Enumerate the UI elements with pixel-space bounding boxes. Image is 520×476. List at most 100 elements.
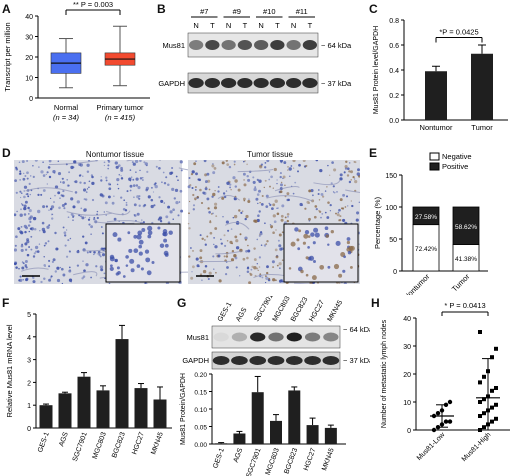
nontumor-tissue-nucleus [57, 172, 62, 176]
panel-f-category: AGS [58, 431, 70, 448]
tumor-tissue-nucleus [247, 266, 250, 269]
nontumor-tissue-nucleus [46, 225, 50, 229]
tumor-tissue-nucleus [269, 203, 272, 207]
nontumor-tissue-nucleus [23, 206, 27, 211]
nontumor-tissue-nucleus [27, 224, 31, 227]
nontumor-tissue-nucleus [111, 201, 115, 205]
tumor-tissue-nucleus [214, 190, 216, 192]
tumor-tissue-nucleus [220, 238, 222, 241]
nontumor-tissue-nucleus [100, 176, 102, 178]
nontumor-tissue-nucleus [56, 266, 60, 270]
tumor-tissue-nucleus [235, 239, 239, 243]
tumor-tissue-nucleus [225, 220, 229, 224]
nontumor-tissue-nucleus [48, 224, 51, 226]
panel-h-point-high [490, 355, 494, 360]
tumor-tissue-nucleus [326, 216, 330, 219]
tumor-tissue-nucleus [286, 198, 289, 202]
tumor-tissue-nucleus [264, 162, 267, 164]
nontumor-tissue-nucleus [28, 230, 31, 233]
panel-c-bar [425, 71, 447, 120]
panel-b-size-gapdh: − 37 kDa [321, 79, 352, 88]
nontumor-tissue-nucleus [108, 187, 112, 191]
nontumor-tissue-nucleus [14, 179, 17, 182]
tumor-tissue-nucleus [266, 271, 269, 275]
nontumor-tissue-nucleus [72, 216, 75, 218]
panel-g-ytick-label: 0.00 [194, 442, 207, 449]
tumor-tissue-nucleus [263, 186, 265, 189]
nontumor-tissue-nucleus [50, 277, 52, 279]
tumor-tissue-nucleus [211, 195, 214, 198]
tumor-tissue-nucleus [337, 211, 340, 214]
panel-f-bar [77, 376, 91, 428]
nontumor-tissue-nucleus [131, 176, 133, 178]
panel-g-category: MGC803 [265, 447, 281, 476]
panel-label-h: H [371, 296, 380, 310]
nontumor-tissue-nucleus [66, 178, 69, 181]
panel-c-ylabel: Mus81 Protein level/GAPDH [373, 26, 380, 114]
nontumor-tissue-nucleus [30, 235, 33, 238]
tumor-tissue-nucleus [195, 160, 197, 162]
nontumor-tissue-nucleus [43, 244, 46, 247]
panel-f-bar [115, 339, 129, 428]
tumor-tissue-nucleus [330, 182, 333, 185]
nontumor-tissue-nucleus [19, 179, 21, 181]
nontumor-tissue-nucleus [116, 183, 119, 186]
nontumor-tissue-nucleus [82, 275, 86, 278]
tumor-tissue-nucleus [256, 193, 260, 196]
nontumor-tissue-nucleus [18, 161, 21, 164]
nontumor-tissue-inset-cell [109, 254, 115, 260]
panel-h-point-high [490, 419, 494, 424]
panel-a-group-n: (n = 415) [105, 113, 136, 122]
tumor-tissue-inset-cell [297, 247, 301, 251]
nontumor-tissue-nucleus [14, 262, 17, 266]
tumor-tissue-nucleus [318, 210, 322, 213]
panel-c-category: Tumor [471, 123, 493, 132]
nontumor-tissue-nucleus [169, 210, 173, 214]
nontumor-tissue-inset-cell [168, 230, 173, 235]
nontumor-tissue-nucleus [180, 209, 184, 213]
nontumor-tissue-nucleus [138, 197, 141, 200]
tumor-tissue-fiber [345, 189, 360, 193]
tumor-tissue-nucleus [265, 275, 267, 277]
tumor-tissue-nucleus [258, 256, 262, 259]
tumor-tissue-inset-cell [311, 275, 317, 281]
panel-b-lane-label: N [226, 21, 231, 30]
nontumor-tissue-nucleus [174, 188, 179, 193]
tumor-tissue-nucleus [233, 163, 236, 166]
nontumor-tissue-nucleus [50, 213, 53, 216]
panel-f-category: GES-1 [37, 431, 51, 453]
panel-a-group-n: (n = 34) [53, 113, 80, 122]
nontumor-tissue-inset-cell [138, 244, 143, 249]
nontumor-tissue-nucleus [139, 160, 142, 163]
panel-a-ylabel: Transcript per million [3, 22, 12, 91]
panel-h-point-low [443, 419, 449, 424]
tumor-tissue-nucleus [308, 202, 310, 204]
tumor-tissue-nucleus [278, 262, 282, 266]
nontumor-tissue-nucleus [87, 160, 91, 162]
panel-g-mus81-band [231, 332, 248, 342]
nontumor-tissue-nucleus [107, 195, 111, 199]
nontumor-tissue-nucleus [61, 177, 64, 180]
tumor-tissue-inset-cell [304, 229, 310, 235]
panel-g-category: GES-1 [212, 447, 226, 469]
tumor-tissue-nucleus [308, 189, 312, 193]
nontumor-tissue-title: Nontumor tissue [85, 150, 145, 159]
nontumor-tissue-inset-cell [130, 268, 135, 273]
panel-f-barchart: 0 1 2 3 4 5 Relative Mus81 mRNA level GES-1 AGS S… [5, 312, 172, 463]
tumor-tissue-nucleus [233, 214, 238, 219]
nontumor-tissue-nucleus [23, 190, 25, 192]
nontumor-tissue-nucleus [23, 172, 25, 175]
nontumor-tissue-nucleus [100, 268, 104, 272]
tumor-tissue-nucleus [282, 177, 284, 180]
nontumor-tissue-inset-cell [163, 250, 169, 256]
panel-f-category: MGC803 [92, 431, 108, 460]
nontumor-tissue-nucleus [33, 227, 37, 231]
nontumor-tissue-inset-cell [162, 231, 168, 237]
nontumor-tissue-nucleus [61, 203, 65, 208]
tumor-tissue-nucleus [202, 191, 205, 195]
nontumor-tissue-nucleus [150, 204, 154, 209]
tumor-tissue-nucleus [280, 161, 283, 164]
tumor-tissue-nucleus [269, 185, 271, 188]
nontumor-tissue-nucleus [57, 160, 60, 163]
